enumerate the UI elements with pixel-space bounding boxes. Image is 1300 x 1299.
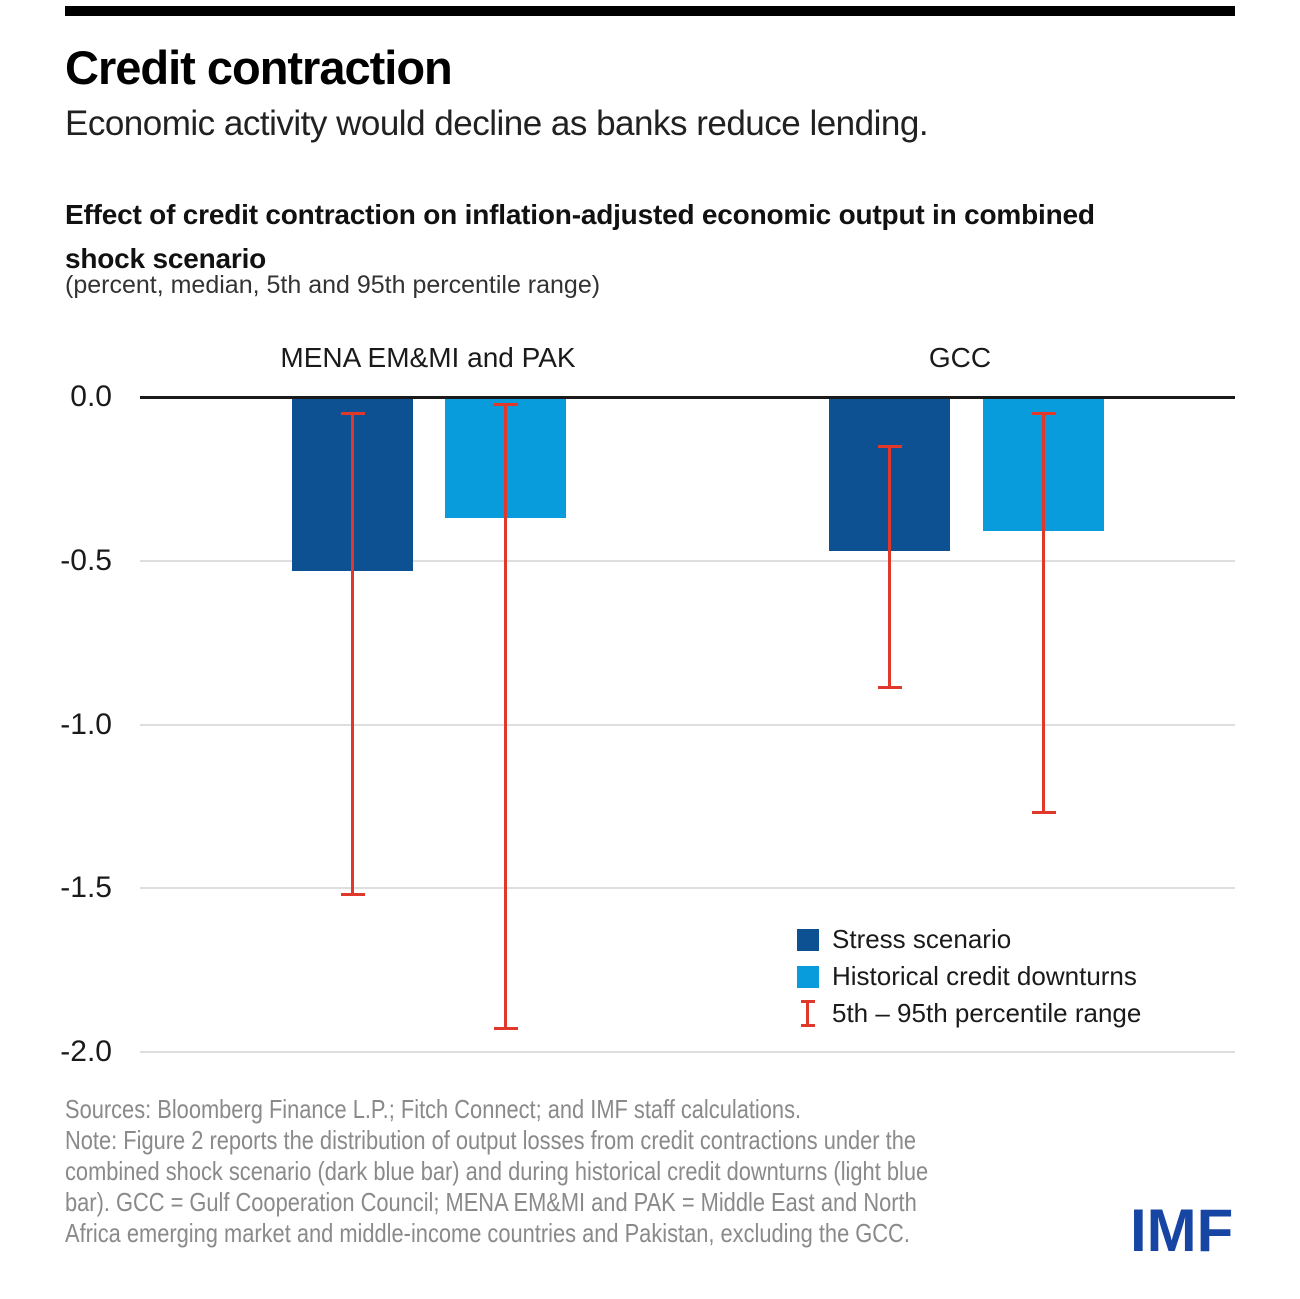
- whisker-cap-top: [1031, 412, 1056, 416]
- note-line: bar). GCC = Gulf Cooperation Council; ME…: [65, 1187, 917, 1217]
- note-line: Africa emerging market and middle-income…: [65, 1218, 910, 1248]
- whisker-cap-bottom: [877, 686, 902, 690]
- historical-downturns-swatch: [797, 965, 819, 988]
- whisker-cap-bottom: [1031, 810, 1056, 814]
- percentile-range-whisker: [888, 446, 891, 689]
- whisker-cap-top: [493, 402, 518, 406]
- x-axis-line: [140, 396, 1235, 399]
- y-axis-tick-label: -1.0: [60, 707, 112, 741]
- legend-label: Stress scenario: [832, 924, 1012, 954]
- legend-item-historical-downturns: Historical credit downturns: [797, 958, 1141, 995]
- y-axis-tick-label: -1.5: [60, 871, 112, 905]
- chart-heading-line1: Effect of credit contraction on inflatio…: [65, 199, 1095, 230]
- top-rule: [65, 6, 1235, 16]
- gridline: [140, 559, 1235, 562]
- legend-item-stress-scenario: Stress scenario: [797, 921, 1141, 958]
- page-subtitle: Economic activity would decline as banks…: [65, 104, 929, 143]
- group-title: GCC: [928, 342, 992, 373]
- legend-label: 5th – 95th percentile range: [832, 998, 1142, 1028]
- whisker-cap-bottom: [493, 1027, 518, 1031]
- whisker-cap-top: [340, 412, 365, 416]
- whisker-cap-bottom: [340, 892, 365, 896]
- percentile-range-icon: [801, 1000, 815, 1027]
- note-line: Note: Figure 2 reports the distribution …: [65, 1125, 916, 1155]
- imf-logo: IMF: [1130, 1197, 1234, 1264]
- note-line: combined shock scenario (dark blue bar) …: [65, 1156, 929, 1186]
- legend: Stress scenario Historical credit downtu…: [797, 921, 1141, 1032]
- percentile-range-whisker: [1042, 413, 1045, 813]
- gridline: [140, 1051, 1235, 1053]
- page-title: Credit contraction: [65, 41, 453, 94]
- y-axis-tick-label: -0.5: [60, 543, 112, 577]
- chart-unit-label: (percent, median, 5th and 95th percentil…: [65, 271, 601, 299]
- stress-scenario-swatch: [797, 928, 819, 951]
- y-axis-tick-label: -2.0: [60, 1035, 112, 1068]
- percentile-range-whisker: [351, 413, 354, 895]
- chart-heading: Effect of credit contraction on inflatio…: [65, 193, 1095, 281]
- legend-label: Historical credit downturns: [832, 961, 1137, 991]
- chart-heading-line2: shock scenario: [65, 243, 267, 274]
- whisker-cap-top: [877, 445, 902, 449]
- percentile-range-whisker: [504, 403, 507, 1030]
- footnote: Sources: Bloomberg Finance L.P.; Fitch C…: [65, 1094, 1073, 1249]
- y-axis-tick-label: 0.0: [70, 380, 112, 413]
- gridline: [140, 723, 1235, 726]
- sources-line: Sources: Bloomberg Finance L.P.; Fitch C…: [65, 1094, 802, 1124]
- gridline: [140, 887, 1235, 890]
- group-title: MENA EM&MI and PAK: [280, 342, 576, 373]
- legend-item-percentile-range: 5th – 95th percentile range: [797, 995, 1141, 1032]
